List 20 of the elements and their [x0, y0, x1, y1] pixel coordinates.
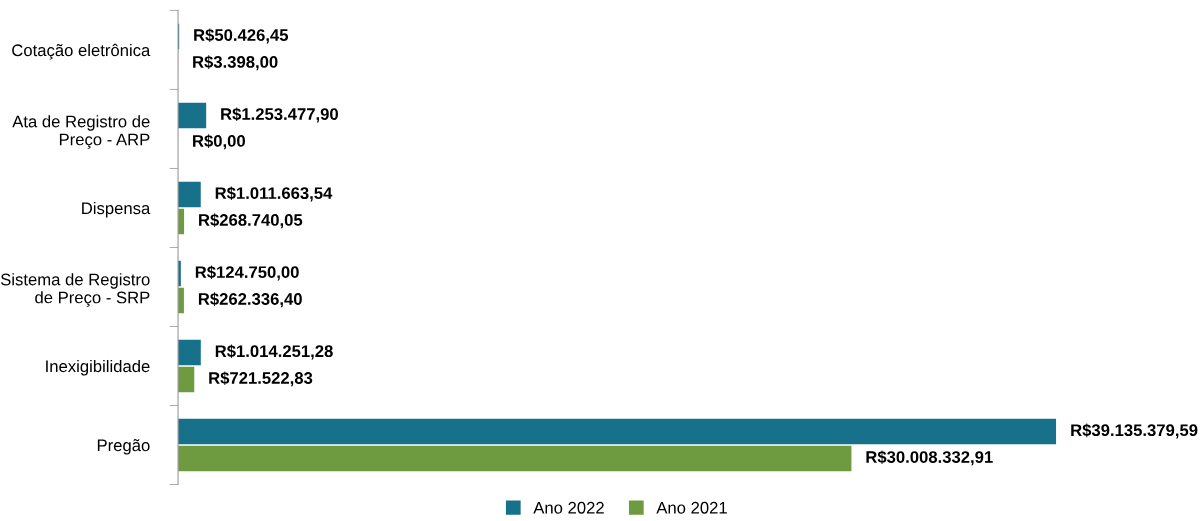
legend-label: Ano 2021	[656, 501, 727, 514]
y-tick-label: Cotação eletrônica	[12, 43, 151, 60]
y-tick-label: Dispensa	[82, 201, 151, 218]
data-label: R$39.135.379,59	[1071, 423, 1198, 439]
data-label: R$1.014.251,28	[215, 344, 333, 360]
y-tick-label: Pregão	[97, 439, 150, 455]
data-label: R$721.522,83	[209, 371, 313, 387]
data-label: R$1.011.663,54	[215, 186, 333, 202]
data-label: R$50.426,45	[194, 28, 289, 44]
data-label: R$268.740,05	[199, 213, 303, 229]
legend-label: Ano 2022	[533, 501, 604, 514]
data-label: R$30.008.332,91	[866, 450, 993, 466]
y-tick-label: Sistema de Registro de Preço - SRP	[0, 273, 150, 307]
data-label: R$1.253.477,90	[221, 107, 338, 123]
data-label: R$3.398,00	[193, 55, 278, 71]
data-label: R$0,00	[193, 134, 245, 150]
data-label: R$124.750,00	[195, 265, 299, 281]
y-tick-label: Inexigibilidade	[46, 359, 150, 376]
y-tick-label: Ata de Registro de Preço - ARP	[12, 115, 150, 149]
data-label: R$262.336,40	[198, 292, 302, 308]
